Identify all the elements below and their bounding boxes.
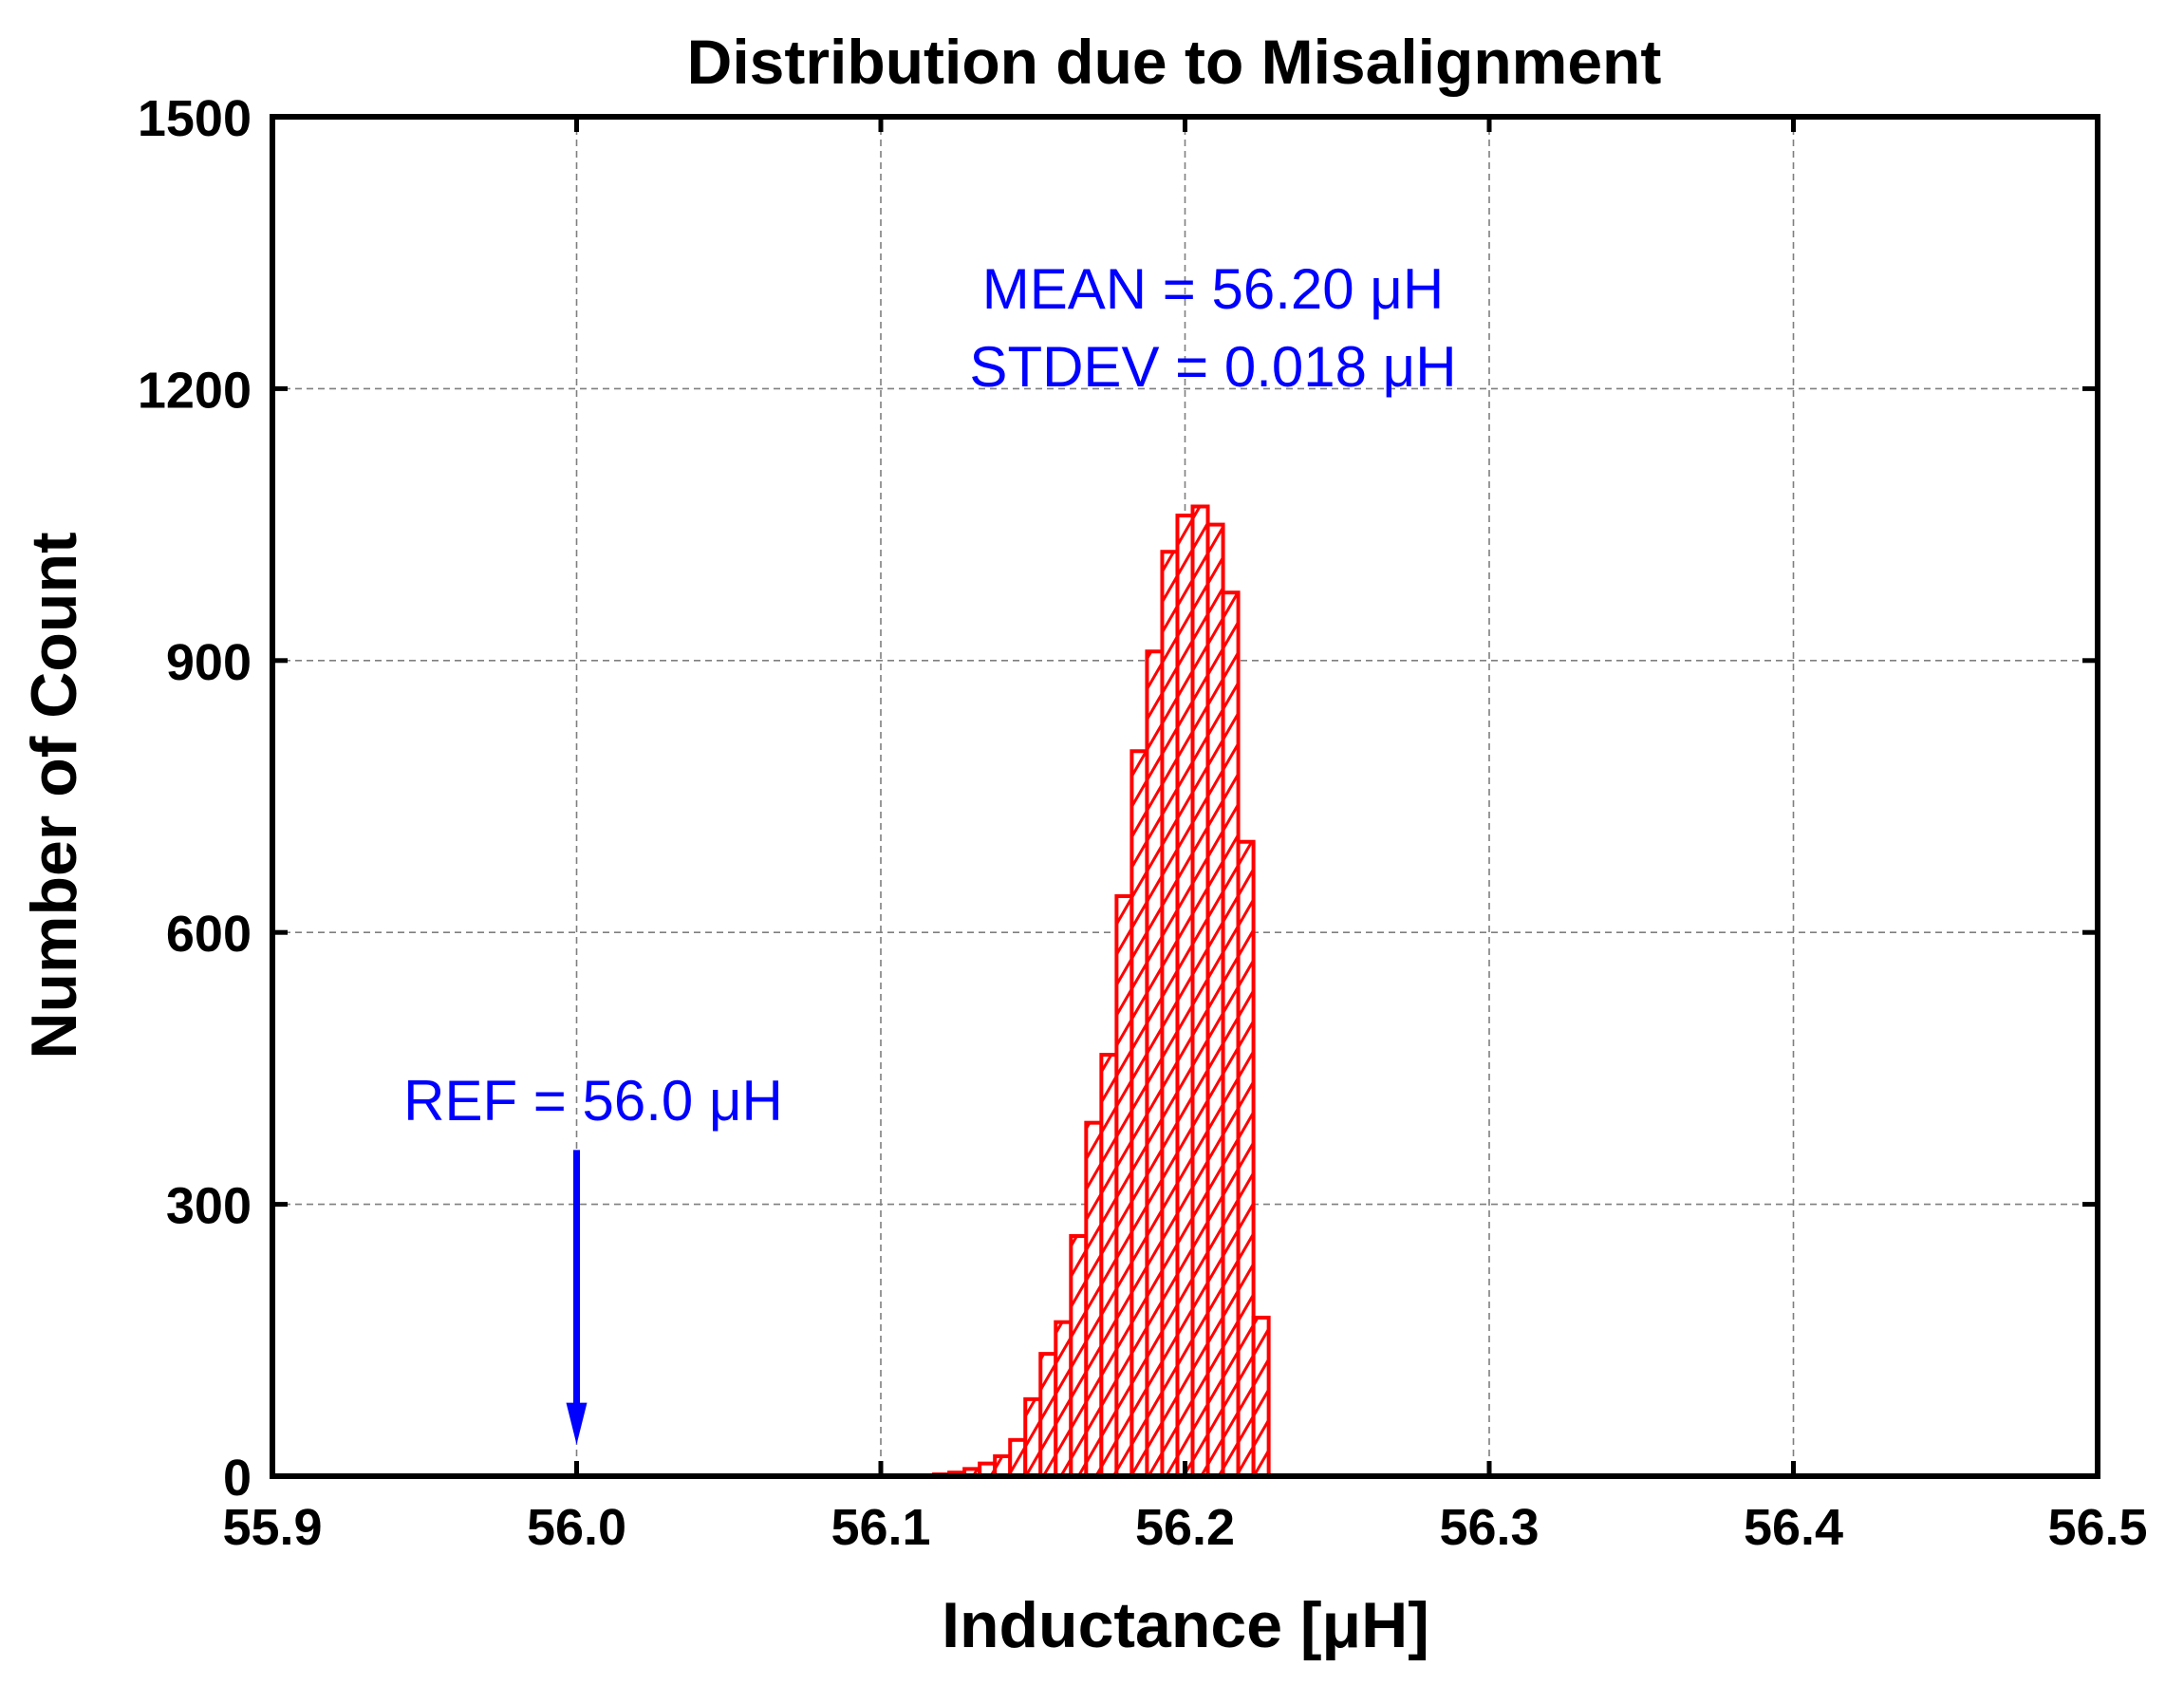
histogram-bars [917, 504, 1271, 1479]
histogram-bar [1038, 1352, 1058, 1478]
y-tick-label: 900 [166, 634, 252, 691]
y-tick-label: 0 [223, 1450, 252, 1507]
ref-annotation: REF = 56.0 μH [403, 1069, 783, 1133]
y-tick-label: 300 [166, 1178, 252, 1235]
histogram-bar [1205, 522, 1225, 1478]
y-tick-labels: 0 300 600 900 1200 1500 [138, 90, 252, 1507]
histogram-bar [1054, 1320, 1073, 1478]
ref-arrow-head [566, 1402, 588, 1445]
x-tick-label: 56.0 [527, 1499, 626, 1556]
x-tick-label: 56.3 [1439, 1499, 1539, 1556]
x-tick-label: 56.1 [831, 1499, 930, 1556]
y-tick-label: 1500 [138, 90, 252, 147]
histogram-bar [1114, 894, 1134, 1478]
histogram-bar [1099, 1053, 1119, 1478]
y-tick-label: 600 [166, 906, 252, 963]
mean-annotation: MEAN = 56.20 μH [982, 257, 1444, 321]
stdev-annotation: STDEV = 0.018 μH [969, 335, 1456, 399]
histogram-bar [1008, 1437, 1028, 1479]
histogram-bar [1129, 749, 1149, 1478]
y-tick-label: 1200 [138, 362, 252, 419]
x-tick-label: 56.4 [1744, 1499, 1843, 1556]
histogram-bar [1084, 1120, 1104, 1479]
ref-arrow [566, 1150, 588, 1445]
chart-title: Distribution due to Misalignment [687, 27, 1662, 97]
x-tick-label: 56.5 [2047, 1499, 2147, 1556]
histogram-bar [1175, 514, 1195, 1478]
axis-ticks [270, 114, 2100, 1479]
histogram-bar [1069, 1234, 1089, 1478]
histogram-bar [1190, 504, 1210, 1478]
histogram-bar [1023, 1396, 1043, 1479]
x-axis-title: Inductance [μH] [942, 1589, 1429, 1661]
y-axis-title: Number of Count [18, 532, 90, 1058]
x-tick-labels: 55.9 56.0 56.1 56.2 56.3 56.4 56.5 [222, 1499, 2147, 1556]
histogram-bar [1145, 649, 1165, 1478]
histogram-bar [1221, 590, 1241, 1478]
histogram-bar [993, 1453, 1013, 1478]
histogram-bar [1160, 550, 1180, 1478]
histogram-bar [1251, 1315, 1271, 1479]
x-tick-label: 56.2 [1135, 1499, 1235, 1556]
x-tick-label: 55.9 [222, 1499, 322, 1556]
histogram-bar [1236, 839, 1256, 1478]
